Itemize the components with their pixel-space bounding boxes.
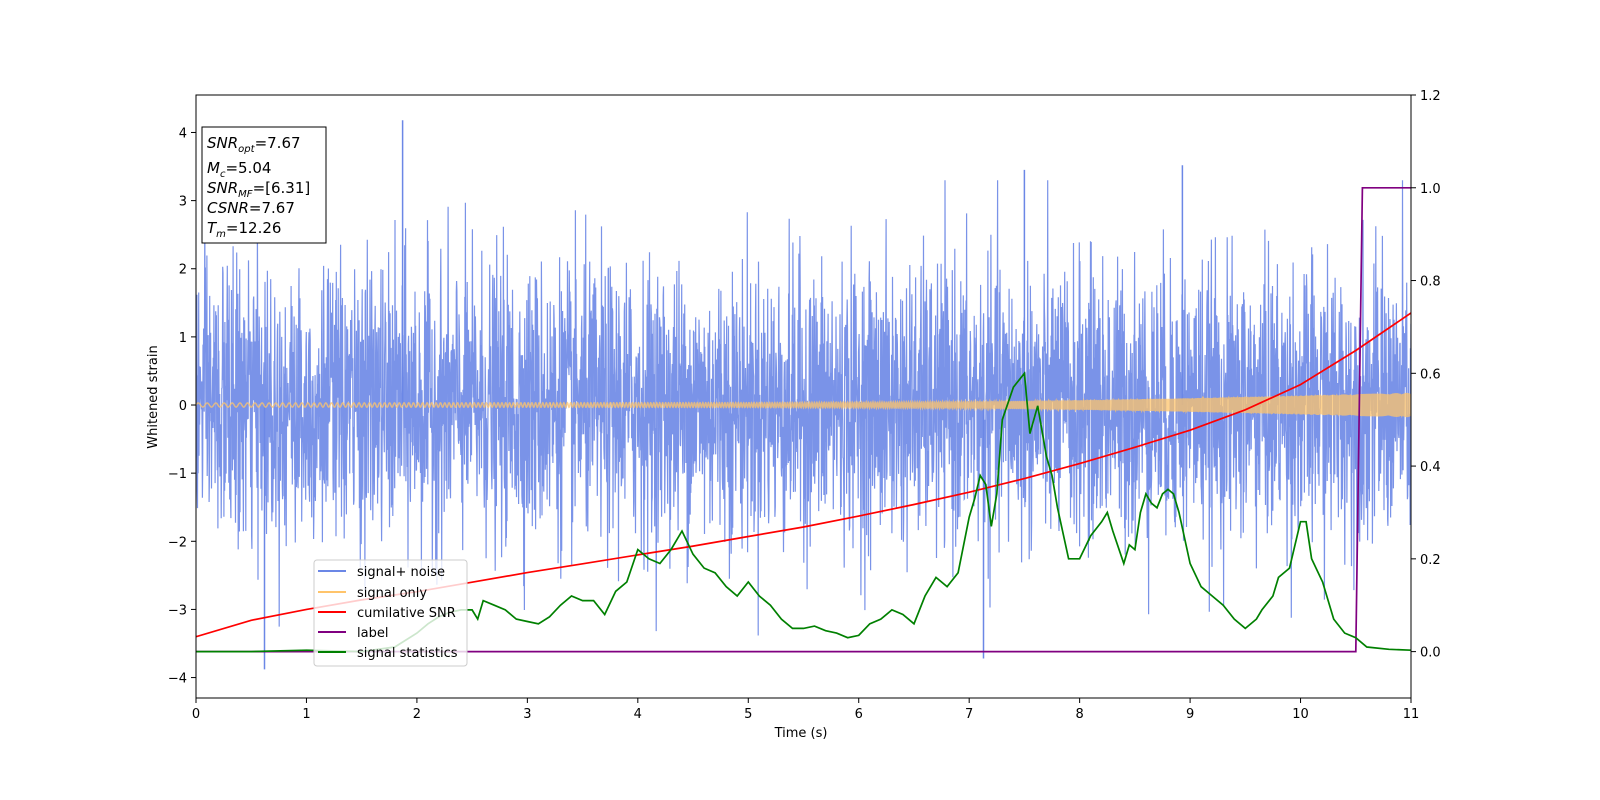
y2-tick-label: 0.8 xyxy=(1420,275,1441,290)
series-layer xyxy=(196,120,1411,670)
info-mc: Mc=5.04 xyxy=(207,159,271,180)
info-box-frame xyxy=(201,126,327,244)
y2-tick-label: 0.0 xyxy=(1420,646,1441,661)
x-tick-label: 1 xyxy=(302,707,310,722)
x-tick-label: 8 xyxy=(1075,707,1083,722)
x-tick-label: 7 xyxy=(965,707,973,722)
y2-tick-label: 1.0 xyxy=(1420,182,1441,197)
y2-tick-label: 0.6 xyxy=(1420,367,1441,382)
info-csnr: CSNR=7.67 xyxy=(207,199,295,217)
x-tick-label: 3 xyxy=(523,707,531,722)
y-tick-label: −2 xyxy=(168,535,187,550)
info-tm: Tm=12.26 xyxy=(207,219,281,240)
x-tick-label: 0 xyxy=(192,707,200,722)
y-tick-label: 1 xyxy=(179,331,187,346)
y-tick-label: 0 xyxy=(179,399,187,414)
y2-tick-label: 0.4 xyxy=(1420,460,1441,475)
legend-label-signal-noise: signal+ noise xyxy=(357,565,445,580)
x-axis-label: Time (s) xyxy=(774,726,828,741)
series-signal-noise xyxy=(196,180,1411,636)
legend-label-signal-statistics: signal statistics xyxy=(357,646,458,661)
legend-label-cumulative-snr: cumilative SNR xyxy=(357,606,456,621)
legend-frame xyxy=(313,559,468,667)
plot-frame xyxy=(195,94,1412,699)
y-tick-label: −1 xyxy=(168,467,187,482)
info-box: SNRopt=7.67 Mc=5.04 SNRMF=[6.31] CSNR=7.… xyxy=(201,126,327,244)
legend-label-signal-only: signal only xyxy=(357,586,427,601)
ticks-layer: 0 1 2 3 4 5 6 7 8 9 10 11 −4 −3 −2 −1 0 1 2 3 4 0.0 0.2 0.4 0.6 0… xyxy=(168,89,1441,722)
info-snr-mf: SNRMF=[6.31] xyxy=(207,179,310,200)
y2-tick-label: 1.2 xyxy=(1420,89,1441,104)
x-tick-label: 11 xyxy=(1403,707,1420,722)
series-signal-statistics xyxy=(196,371,1411,653)
legend: signal+ noise signal only cumilative SNR… xyxy=(313,559,468,667)
y-tick-label: 2 xyxy=(179,263,187,278)
x-tick-label: 5 xyxy=(744,707,752,722)
series-label xyxy=(196,186,1411,653)
y2-tick-label: 0.2 xyxy=(1420,553,1441,568)
y-tick-label: 3 xyxy=(179,195,187,210)
x-tick-label: 9 xyxy=(1186,707,1194,722)
x-tick-label: 6 xyxy=(855,707,863,722)
y-tick-label: −4 xyxy=(168,672,187,687)
x-tick-label: 10 xyxy=(1292,707,1309,722)
info-snr-opt: SNRopt=7.67 xyxy=(207,134,301,155)
x-tick-label: 2 xyxy=(413,707,421,722)
y-tick-label: 4 xyxy=(179,126,187,141)
x-tick-label: 4 xyxy=(634,707,642,722)
y-axis-label: Whitened strain xyxy=(146,345,161,448)
series-signal-only xyxy=(196,392,1411,418)
series-signal-noise-peaks xyxy=(263,120,1184,670)
y-tick-label: −3 xyxy=(168,603,187,618)
legend-label-label: label xyxy=(357,626,388,641)
